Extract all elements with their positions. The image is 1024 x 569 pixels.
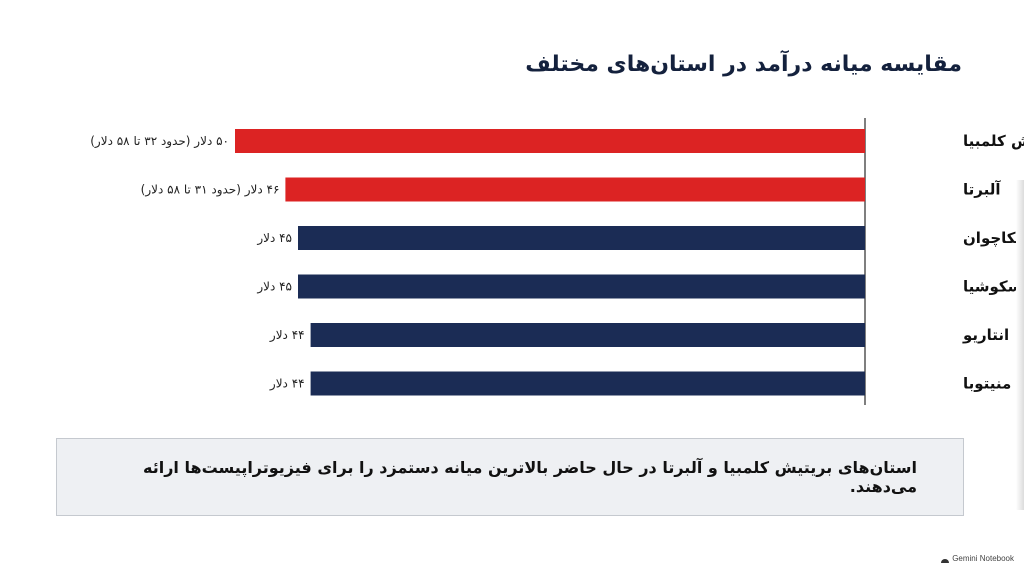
value-label: ۴۵ دلار	[256, 280, 292, 295]
note-box: استان‌های بریتیش کلمبیا و آلبرتا در حال …	[56, 438, 964, 516]
bar	[235, 129, 865, 153]
value-label: ۴۶ دلار (حدود ۳۱ تا ۵۸ دلار)	[141, 183, 280, 198]
bar-chart: بریتیش کلمبیا ۵۰ دلار (حدود ۳۲ تا ۵۸ دلار…	[90, 118, 1024, 405]
notebook-logo-icon	[941, 558, 950, 563]
watermark: Gemini Notebook	[941, 554, 1014, 563]
window-edge	[1016, 180, 1024, 510]
bar	[310, 371, 866, 396]
category-label: آلبرتا	[963, 181, 1001, 199]
value-label: ۴۴ دلار	[269, 377, 305, 392]
chart-title: مقایسه میانه درآمد در استان‌های مختلف	[525, 52, 962, 77]
category-label: نوا اسکوشیا	[963, 278, 1024, 296]
value-label: ۵۰ دلار (حدود ۳۲ تا ۵۸ دلار)	[90, 134, 229, 149]
category-label: انتاریو	[962, 326, 1009, 344]
value-label: ۴۴ دلار	[269, 328, 305, 343]
bar	[298, 274, 865, 299]
bar	[298, 226, 865, 250]
value-label: ۴۵ دلار	[256, 231, 292, 246]
watermark-text: Gemini Notebook	[952, 554, 1014, 563]
bar	[285, 177, 865, 202]
category-label: بریتیش کلمبیا	[963, 132, 1024, 150]
category-label: ساسکاچوان	[963, 229, 1024, 248]
category-label: منیتوبا	[963, 375, 1011, 393]
note-text: استان‌های بریتیش کلمبیا و آلبرتا در حال …	[143, 458, 917, 496]
bar	[310, 323, 866, 347]
